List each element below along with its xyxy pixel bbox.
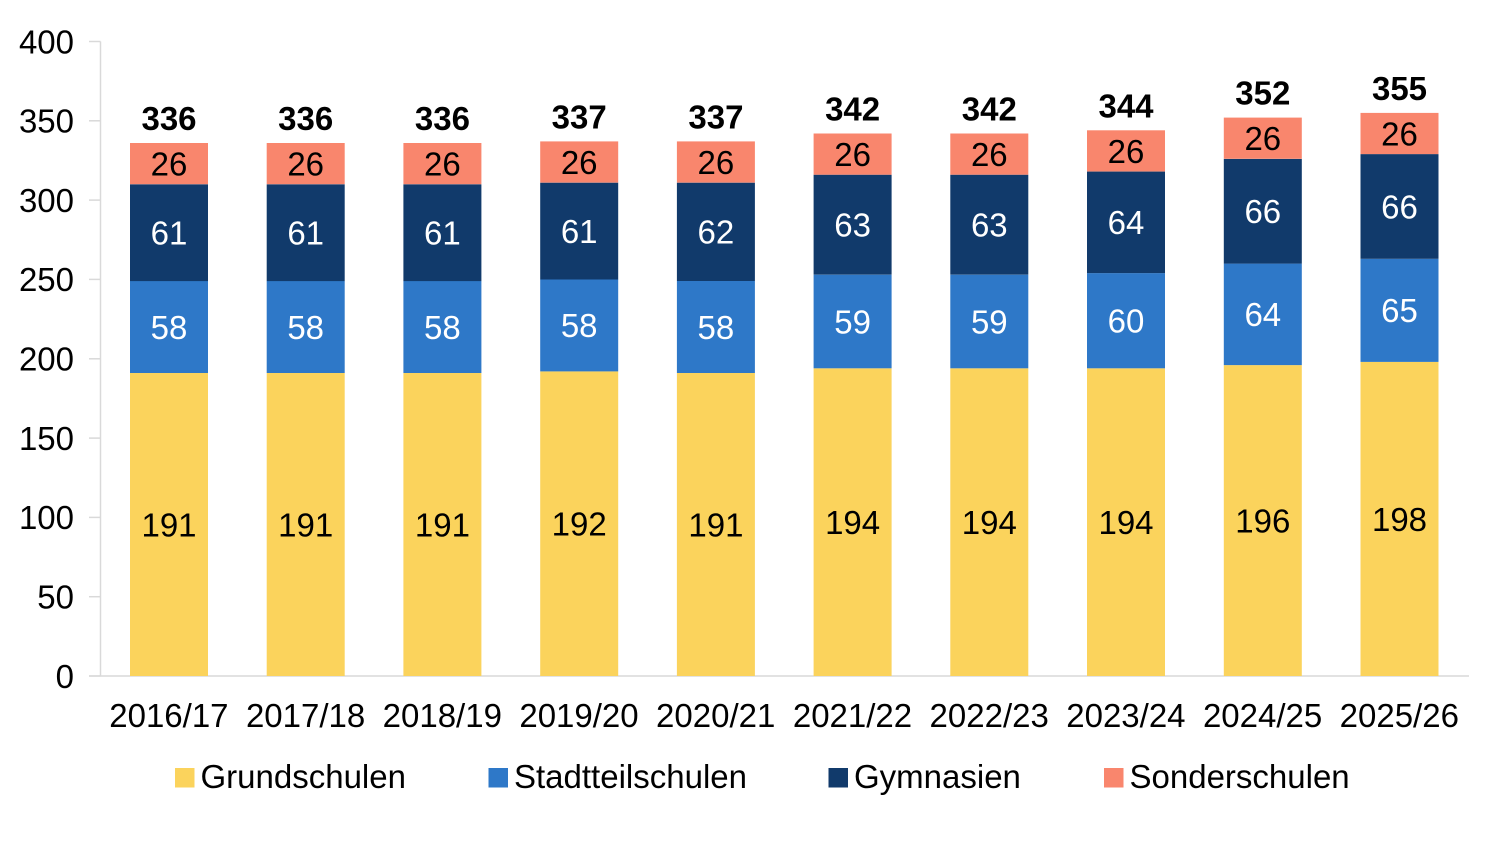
svg-text:64: 64 — [1108, 204, 1145, 241]
svg-text:58: 58 — [561, 307, 598, 344]
svg-text:50: 50 — [37, 579, 74, 616]
svg-text:194: 194 — [962, 504, 1017, 541]
svg-text:400: 400 — [19, 23, 74, 60]
svg-text:200: 200 — [19, 341, 74, 378]
svg-text:2021/22: 2021/22 — [793, 697, 912, 734]
svg-text:Grundschulen: Grundschulen — [201, 758, 406, 795]
svg-text:26: 26 — [1108, 133, 1145, 170]
svg-text:336: 336 — [415, 100, 470, 137]
svg-text:300: 300 — [19, 182, 74, 219]
svg-text:2023/24: 2023/24 — [1066, 697, 1185, 734]
svg-text:196: 196 — [1235, 502, 1290, 539]
svg-text:191: 191 — [415, 506, 470, 543]
svg-text:59: 59 — [971, 303, 1008, 340]
svg-text:60: 60 — [1108, 303, 1145, 340]
svg-text:61: 61 — [561, 213, 598, 250]
svg-text:194: 194 — [1098, 504, 1153, 541]
svg-text:63: 63 — [834, 207, 871, 244]
svg-text:336: 336 — [141, 100, 196, 137]
svg-text:344: 344 — [1098, 87, 1154, 124]
svg-text:Stadtteilschulen: Stadtteilschulen — [514, 758, 747, 795]
svg-text:2025/26: 2025/26 — [1340, 697, 1459, 734]
svg-text:191: 191 — [688, 506, 743, 543]
svg-text:61: 61 — [151, 214, 188, 251]
svg-text:250: 250 — [19, 261, 74, 298]
svg-text:100: 100 — [19, 499, 74, 536]
svg-text:62: 62 — [698, 214, 735, 251]
svg-text:Gymnasien: Gymnasien — [854, 758, 1021, 795]
svg-text:350: 350 — [19, 103, 74, 140]
svg-text:337: 337 — [552, 98, 607, 135]
svg-text:198: 198 — [1372, 501, 1427, 538]
svg-text:64: 64 — [1244, 296, 1281, 333]
svg-text:191: 191 — [278, 506, 333, 543]
svg-text:58: 58 — [424, 309, 461, 346]
svg-text:342: 342 — [825, 91, 880, 128]
svg-text:192: 192 — [552, 506, 607, 543]
svg-text:59: 59 — [834, 303, 871, 340]
svg-text:Sonderschulen: Sonderschulen — [1130, 758, 1350, 795]
svg-text:2024/25: 2024/25 — [1203, 697, 1322, 734]
svg-text:26: 26 — [287, 145, 324, 182]
svg-text:194: 194 — [825, 504, 880, 541]
svg-text:61: 61 — [287, 214, 324, 251]
svg-text:150: 150 — [19, 420, 74, 457]
svg-text:0: 0 — [56, 658, 74, 695]
svg-text:2022/23: 2022/23 — [930, 697, 1049, 734]
svg-text:26: 26 — [971, 136, 1008, 173]
svg-text:26: 26 — [561, 144, 598, 181]
svg-text:191: 191 — [141, 506, 196, 543]
svg-text:26: 26 — [151, 145, 188, 182]
svg-text:337: 337 — [688, 98, 743, 135]
svg-text:26: 26 — [1381, 115, 1418, 152]
svg-text:342: 342 — [962, 91, 1017, 128]
svg-text:63: 63 — [971, 207, 1008, 244]
svg-text:2016/17: 2016/17 — [109, 697, 228, 734]
svg-text:352: 352 — [1235, 75, 1290, 112]
svg-text:2019/20: 2019/20 — [519, 697, 638, 734]
svg-text:26: 26 — [834, 136, 871, 173]
svg-text:355: 355 — [1372, 70, 1427, 107]
svg-text:2020/21: 2020/21 — [656, 697, 775, 734]
svg-text:2018/19: 2018/19 — [383, 697, 502, 734]
svg-text:58: 58 — [151, 309, 188, 346]
svg-text:65: 65 — [1381, 292, 1418, 329]
svg-text:26: 26 — [1244, 120, 1281, 157]
svg-text:26: 26 — [698, 144, 735, 181]
svg-text:2017/18: 2017/18 — [246, 697, 365, 734]
svg-text:66: 66 — [1381, 188, 1418, 225]
svg-text:336: 336 — [278, 100, 333, 137]
svg-text:66: 66 — [1244, 193, 1281, 230]
svg-text:58: 58 — [698, 309, 735, 346]
svg-text:61: 61 — [424, 214, 461, 251]
svg-text:58: 58 — [287, 309, 324, 346]
svg-text:26: 26 — [424, 145, 461, 182]
